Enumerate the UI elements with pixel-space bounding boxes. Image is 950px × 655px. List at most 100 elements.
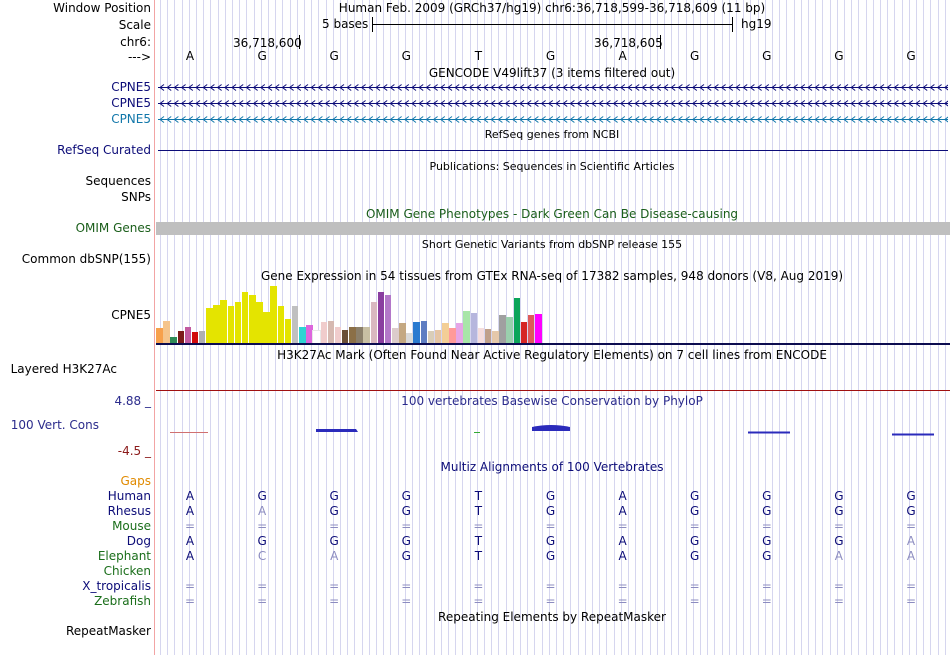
grid-line	[908, 0, 910, 655]
gtex-bar-chart[interactable]	[156, 284, 546, 344]
gtex-tissue-bar[interactable]	[249, 295, 256, 343]
track-label-publications-snps[interactable]: SNPs	[121, 190, 151, 204]
gtex-tissue-bar[interactable]	[299, 327, 306, 343]
track-label-gencode-1[interactable]: CPNE5	[111, 80, 151, 94]
gtex-tissue-bar[interactable]	[406, 333, 413, 343]
publications-track-title: Publications: Sequences in Scientific Ar…	[429, 160, 675, 173]
gtex-tissue-bar[interactable]	[277, 306, 285, 343]
gtex-tissue-bar[interactable]	[284, 319, 292, 343]
gtex-tissue-bar[interactable]	[177, 331, 184, 343]
species-label[interactable]: Rhesus	[107, 504, 151, 518]
alignment-base: =	[617, 519, 628, 533]
alignment-base: T	[474, 489, 483, 503]
scale-text: 5 bases	[322, 17, 369, 31]
gtex-tissue-bar[interactable]	[170, 337, 177, 343]
gtex-tissue-bar[interactable]	[442, 323, 449, 343]
gencode-transcript-1[interactable]	[158, 82, 948, 93]
alignment-base: G	[762, 504, 772, 518]
species-label[interactable]: Dog	[126, 534, 151, 548]
gtex-tissue-bar[interactable]	[291, 306, 299, 343]
gtex-tissue-bar[interactable]	[535, 314, 542, 343]
gtex-tissue-bar[interactable]	[470, 313, 478, 343]
gtex-tissue-bar[interactable]	[341, 330, 349, 343]
track-label-omim[interactable]: OMIM Genes	[75, 221, 151, 235]
gtex-tissue-bar[interactable]	[241, 292, 249, 343]
gtex-tissue-bar[interactable]	[392, 328, 399, 343]
gtex-tissue-bar[interactable]	[327, 321, 335, 343]
alignment-base: G	[762, 549, 772, 563]
gtex-tissue-bar[interactable]	[220, 300, 227, 343]
track-label-refseq[interactable]: RefSeq Curated	[57, 143, 151, 157]
track-label-repeatmasker[interactable]: RepeatMasker	[65, 624, 151, 638]
gtex-tissue-bar[interactable]	[520, 322, 528, 343]
alignment-base: =	[257, 594, 268, 608]
gtex-tissue-bar[interactable]	[263, 312, 270, 343]
species-label[interactable]: Elephant	[97, 549, 151, 563]
grid-line	[937, 0, 939, 655]
gtex-tissue-bar[interactable]	[213, 305, 220, 343]
grid-line	[520, 0, 521, 655]
gtex-tissue-bar[interactable]	[384, 295, 392, 343]
gtex-tissue-bar[interactable]	[427, 331, 435, 343]
species-label[interactable]: Human	[107, 489, 151, 503]
gtex-tissue-bar[interactable]	[492, 331, 499, 343]
gtex-tissue-bar[interactable]	[191, 332, 199, 343]
track-label-gencode-3[interactable]: CPNE5	[111, 112, 151, 126]
gtex-tissue-bar[interactable]	[256, 302, 263, 343]
gtex-tissue-bar[interactable]	[513, 298, 520, 343]
gtex-tissue-bar[interactable]	[527, 315, 535, 343]
gtex-tissue-bar[interactable]	[198, 331, 206, 343]
species-label[interactable]: Chicken	[103, 564, 151, 578]
gtex-tissue-bar[interactable]	[506, 317, 513, 343]
gtex-tissue-bar[interactable]	[499, 315, 506, 343]
gtex-tissue-bar[interactable]	[370, 302, 377, 343]
alignment-base: T	[474, 549, 483, 563]
gtex-tissue-bar[interactable]	[477, 328, 485, 343]
grid-line	[671, 0, 673, 655]
species-label[interactable]: X_tropicalis	[82, 579, 151, 593]
gtex-tissue-bar[interactable]	[377, 292, 385, 343]
species-label[interactable]: Mouse	[112, 519, 151, 533]
gtex-tissue-bar[interactable]	[156, 328, 163, 343]
ruler-tick-2	[660, 35, 661, 49]
dbsnp-track-title: Short Genetic Variants from dbSNP releas…	[421, 238, 683, 251]
alignment-base: A	[834, 549, 843, 563]
alignment-base: =	[905, 594, 917, 608]
gtex-tissue-bar[interactable]	[363, 327, 370, 343]
gtex-tissue-bar[interactable]	[306, 325, 313, 343]
track-label-dbsnp[interactable]: Common dbSNP(155)	[21, 252, 151, 266]
species-label[interactable]: Zebrafish	[94, 594, 151, 608]
track-label-gtex[interactable]: CPNE5	[111, 308, 151, 322]
gtex-tissue-bar[interactable]	[334, 327, 342, 343]
gtex-tissue-bar[interactable]	[320, 322, 327, 343]
gtex-tissue-bar[interactable]	[234, 302, 242, 343]
track-label-gencode-2[interactable]: CPNE5	[111, 96, 151, 110]
grid-line	[635, 0, 637, 655]
grid-line	[649, 0, 651, 655]
gencode-transcript-2[interactable]	[158, 98, 948, 109]
gtex-tissue-bar[interactable]	[434, 330, 442, 343]
gtex-tissue-bar[interactable]	[484, 329, 492, 343]
omim-feature-bar[interactable]	[156, 222, 950, 235]
gtex-tissue-bar[interactable]	[463, 311, 470, 343]
gtex-tissue-bar[interactable]	[456, 323, 463, 343]
gtex-tissue-bar[interactable]	[420, 321, 428, 343]
gtex-tissue-bar[interactable]	[227, 306, 234, 343]
gtex-tissue-bar[interactable]	[184, 327, 192, 343]
gtex-tissue-bar[interactable]	[206, 308, 213, 343]
gtex-tissue-bar[interactable]	[413, 322, 420, 343]
track-label-phylop[interactable]: 100 Vert. Cons	[10, 418, 99, 432]
gtex-tissue-bar[interactable]	[349, 327, 356, 343]
gtex-tissue-bar[interactable]	[312, 330, 321, 344]
dna-base: G	[762, 49, 772, 63]
gtex-tissue-bar[interactable]	[270, 286, 277, 343]
gtex-tissue-bar[interactable]	[163, 321, 170, 343]
scale-label: Scale	[118, 18, 151, 32]
gtex-tissue-bar[interactable]	[399, 323, 406, 343]
track-label-publications-sequences[interactable]: Sequences	[85, 174, 151, 188]
gencode-transcript-3[interactable]	[158, 114, 948, 125]
refseq-transcript-line[interactable]	[158, 150, 948, 151]
gtex-tissue-bar[interactable]	[449, 328, 456, 343]
track-label-h3k27ac[interactable]: Layered H3K27Ac	[10, 362, 117, 376]
gtex-tissue-bar[interactable]	[356, 327, 363, 343]
